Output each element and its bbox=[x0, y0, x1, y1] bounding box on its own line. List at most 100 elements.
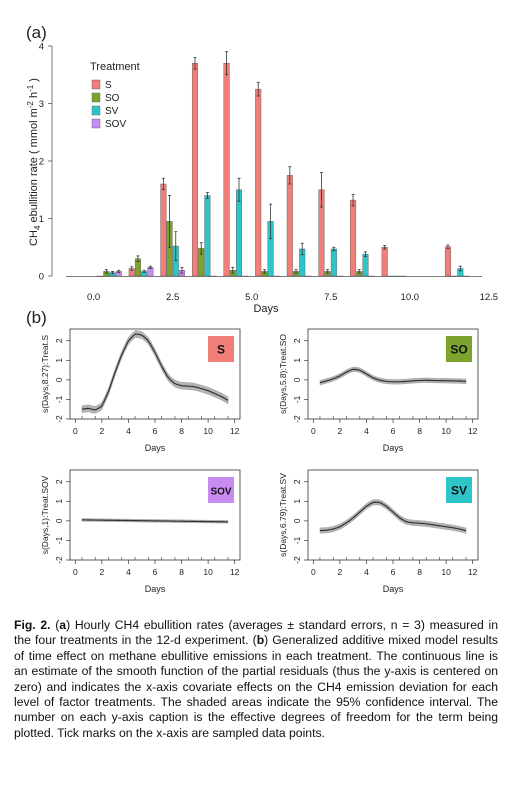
x-tick-label: 12 bbox=[230, 426, 240, 436]
panel-b-label: (b) bbox=[26, 308, 47, 327]
treatment-badge-label: SV bbox=[451, 484, 467, 498]
error-bar-SV bbox=[205, 192, 209, 199]
error-bar-SV bbox=[174, 231, 178, 261]
y-tick-label: -1 bbox=[292, 536, 302, 544]
bar-SV bbox=[394, 275, 401, 277]
error-bar-S bbox=[446, 244, 450, 249]
legend-label-S: S bbox=[105, 80, 112, 91]
caption-b-label: (b) bbox=[252, 633, 269, 648]
error-bar-SO bbox=[199, 242, 203, 255]
error-bar-SO bbox=[326, 269, 330, 274]
x-tick-label: 8 bbox=[417, 567, 422, 577]
x-tick-label: 6 bbox=[391, 426, 396, 436]
error-bar-SO bbox=[168, 195, 172, 248]
smooth-line bbox=[81, 519, 229, 523]
panel-a-x-tick-label: 7.5 bbox=[324, 292, 337, 303]
error-bar-SOV bbox=[117, 269, 121, 273]
x-tick-label: 10 bbox=[203, 567, 213, 577]
y-axis-title: s(Days,6.79):Treat.SV bbox=[278, 473, 288, 557]
error-bar-SO bbox=[357, 269, 361, 274]
error-bar-SV bbox=[269, 203, 273, 240]
bar-S bbox=[191, 63, 198, 277]
error-bar-S bbox=[225, 51, 229, 76]
y-tick-label: 2 bbox=[54, 338, 64, 343]
error-bar-S bbox=[161, 177, 165, 191]
legend-swatch-SV bbox=[91, 105, 101, 116]
bar-S bbox=[160, 183, 167, 277]
confidence-band bbox=[81, 330, 229, 414]
panel-a-x-tick-label: 10.0 bbox=[401, 292, 420, 303]
panel-a-y-tick-label: 3 bbox=[39, 99, 44, 110]
y-tick-label: 2 bbox=[292, 479, 302, 484]
caption-text-b: Generalized additive mixed model results… bbox=[14, 633, 498, 740]
panel-a-y-axis-title: CH4 ebullition rate ( mmol m-2 h-1 ) bbox=[26, 78, 42, 246]
x-tick-label: 4 bbox=[126, 567, 131, 577]
panel-a-x-tick-label: 0.0 bbox=[87, 292, 100, 303]
error-bar-S bbox=[193, 57, 197, 70]
error-bar-SV bbox=[111, 270, 115, 275]
x-tick-label: 8 bbox=[179, 426, 184, 436]
error-bar-SV bbox=[458, 265, 462, 272]
y-tick-label: -1 bbox=[292, 395, 302, 403]
x-tick-label: 10 bbox=[203, 426, 213, 436]
y-tick-label: 1 bbox=[54, 358, 64, 363]
x-tick-label: 8 bbox=[417, 426, 422, 436]
x-tick-label: 2 bbox=[100, 567, 105, 577]
x-tick-label: 0 bbox=[73, 426, 78, 436]
panel-a-x-tick-label: 2.5 bbox=[166, 292, 179, 303]
y-tick-label: 1 bbox=[54, 499, 64, 504]
y-axis-title: s(Days,5.8):Treat.SO bbox=[278, 334, 288, 414]
error-bar-SO bbox=[294, 269, 298, 274]
treatment-badge-SOV bbox=[208, 477, 234, 503]
x-tick-label: 8 bbox=[179, 567, 184, 577]
treatment-badge-label: SOV bbox=[210, 487, 231, 498]
y-tick-label: 1 bbox=[292, 358, 302, 363]
error-bar-SO bbox=[262, 269, 266, 274]
x-tick-label: 2 bbox=[100, 426, 105, 436]
y-tick-label: 0 bbox=[292, 518, 302, 523]
bar-SOV bbox=[337, 275, 344, 277]
x-tick-label: 2 bbox=[338, 567, 343, 577]
error-bar-S bbox=[319, 172, 323, 208]
x-tick-label: 6 bbox=[153, 567, 158, 577]
error-bar-SO bbox=[104, 269, 108, 274]
y-tick-label: -1 bbox=[54, 395, 64, 403]
bar-SV bbox=[330, 248, 337, 277]
panel-a-y-tick-label: 1 bbox=[39, 214, 44, 225]
bar-SV bbox=[204, 195, 211, 277]
legend-swatch-SOV bbox=[91, 118, 101, 129]
bar-S bbox=[350, 199, 357, 277]
caption-text-a: Hourly CH4 ebullition rates (averages ± … bbox=[14, 618, 498, 648]
y-tick-label: -2 bbox=[54, 556, 64, 564]
x-tick-label: 0 bbox=[73, 567, 78, 577]
bar-SV bbox=[235, 189, 242, 277]
smooth-line bbox=[81, 333, 229, 411]
error-bar-S bbox=[130, 266, 134, 271]
treatment-badge-label: SO bbox=[450, 343, 467, 357]
bar-S bbox=[286, 175, 293, 277]
error-bar-SOV bbox=[148, 265, 152, 269]
bar-SOV bbox=[242, 275, 249, 277]
panel-a-x-tick-label: 5.0 bbox=[245, 292, 258, 303]
error-bar-SV bbox=[363, 251, 367, 257]
x-axis-title: Days bbox=[383, 584, 404, 594]
y-tick-label: 2 bbox=[292, 338, 302, 343]
error-bar-S bbox=[256, 81, 260, 97]
legend-swatch-S bbox=[91, 79, 101, 90]
y-tick-label: -2 bbox=[292, 415, 302, 423]
error-bar-SO bbox=[136, 255, 140, 263]
panel-a-x-tick-label: 12.5 bbox=[480, 292, 499, 303]
y-tick-label: -1 bbox=[54, 536, 64, 544]
x-axis-title: Days bbox=[383, 443, 404, 453]
caption-fig-label: Fig. 2. bbox=[14, 618, 51, 632]
bar-S bbox=[97, 275, 104, 277]
x-tick-label: 4 bbox=[364, 567, 369, 577]
x-tick-label: 4 bbox=[126, 426, 131, 436]
y-tick-label: 0 bbox=[54, 518, 64, 523]
legend-label-SV: SV bbox=[105, 106, 119, 117]
